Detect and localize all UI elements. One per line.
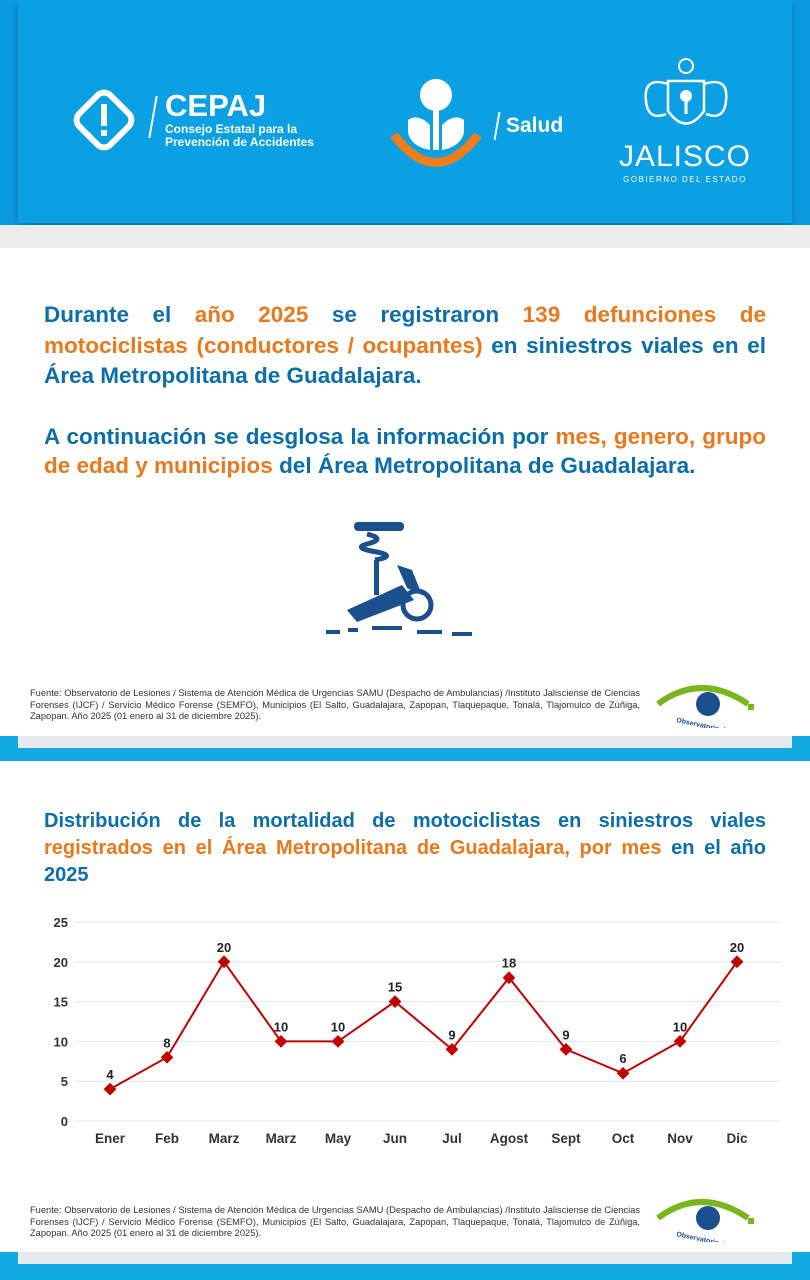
chart-title: Distribución de la mortalidad de motocic… — [44, 810, 766, 886]
divider — [148, 96, 158, 138]
observatorio-logo-icon: Observatorio de lesiones — [656, 1199, 759, 1242]
x-tick-label: Oct — [612, 1131, 635, 1146]
y-tick-label: 15 — [54, 995, 68, 1010]
x-tick-label: Nov — [667, 1131, 693, 1146]
intro-paragraph-1: Durante el año 2025 se registraron 139 d… — [44, 302, 766, 388]
data-point — [388, 995, 402, 1008]
jalisco-sub: GOBIERNO DEL ESTADO — [623, 175, 747, 184]
y-tick-label: 20 — [54, 955, 68, 970]
x-tick-label: Marz — [266, 1131, 297, 1146]
y-tick-label: 10 — [54, 1034, 68, 1049]
divider — [493, 112, 501, 140]
data-point — [673, 1035, 687, 1048]
observatorio-logo-text: Observatorio de lesiones — [676, 717, 759, 728]
data-label: 9 — [448, 1027, 455, 1042]
y-tick-label: 0 — [61, 1114, 68, 1129]
x-tick-label: Sept — [551, 1131, 581, 1146]
data-point — [331, 1035, 345, 1048]
data-label: 6 — [619, 1051, 626, 1066]
data-label: 10 — [331, 1019, 345, 1034]
footer-band — [0, 1252, 810, 1280]
motorcycle-crash-icon — [326, 522, 472, 636]
data-label: 20 — [730, 940, 744, 955]
salud-label: Salud — [506, 114, 564, 137]
data-point — [217, 955, 231, 969]
cepaj-name: CEPAJ — [165, 88, 267, 123]
x-tick-label: Jul — [442, 1131, 462, 1146]
x-tick-label: Ener — [95, 1131, 126, 1146]
cepaj-line1: Consejo Estatal para la — [165, 122, 298, 136]
x-tick-label: Marz — [209, 1131, 240, 1146]
separator — [0, 225, 810, 248]
x-tick-label: Feb — [155, 1131, 179, 1146]
data-label: 8 — [163, 1035, 170, 1050]
y-tick-label: 25 — [54, 915, 68, 930]
jalisco-name: JALISCO — [618, 140, 752, 173]
data-point — [274, 1035, 288, 1048]
line-chart: 0 5 10 15 20 25 4 Ener 8 Feb 20 Marz 10 Marz 10 May 15 Ju… — [54, 915, 780, 1146]
x-tick-label: Dic — [726, 1131, 748, 1146]
data-point — [160, 1050, 174, 1064]
x-tick-label: May — [325, 1131, 352, 1146]
intro-paragraph-2: A continuación se desglosa la informació… — [44, 424, 766, 478]
data-label: 18 — [502, 956, 516, 971]
header: CEPAJ Consejo Estatal para la Prevención… — [18, 0, 792, 223]
data-point — [616, 1066, 630, 1080]
observatorio-logo-icon: Observatorio de lesiones — [656, 685, 759, 728]
source-note-2: Fuente: Observatorio de Lesiones / Siste… — [30, 1205, 640, 1238]
salud-logo-icon — [390, 79, 482, 167]
x-tick-label: Jun — [383, 1131, 407, 1146]
jalisco-coat-of-arms-icon — [644, 58, 728, 125]
source-note: Fuente: Observatorio de Lesiones / Siste… — [30, 688, 640, 721]
y-tick-label: 5 — [61, 1074, 68, 1089]
data-label: 4 — [106, 1067, 114, 1082]
data-label: 10 — [274, 1019, 288, 1034]
x-tick-label: Agost — [490, 1131, 529, 1146]
observatorio-logo-text: Observatorio de lesiones — [676, 1231, 759, 1242]
section-divider-band — [0, 736, 810, 761]
data-point — [730, 955, 744, 969]
data-label: 10 — [673, 1019, 687, 1034]
warning-diamond-icon — [73, 89, 135, 151]
cepaj-line2: Prevención de Accidentes — [165, 135, 314, 149]
series-line — [109, 959, 738, 1091]
data-label: 15 — [388, 980, 402, 995]
data-label: 20 — [217, 940, 231, 955]
data-point — [103, 1082, 117, 1096]
data-label: 9 — [562, 1027, 569, 1042]
